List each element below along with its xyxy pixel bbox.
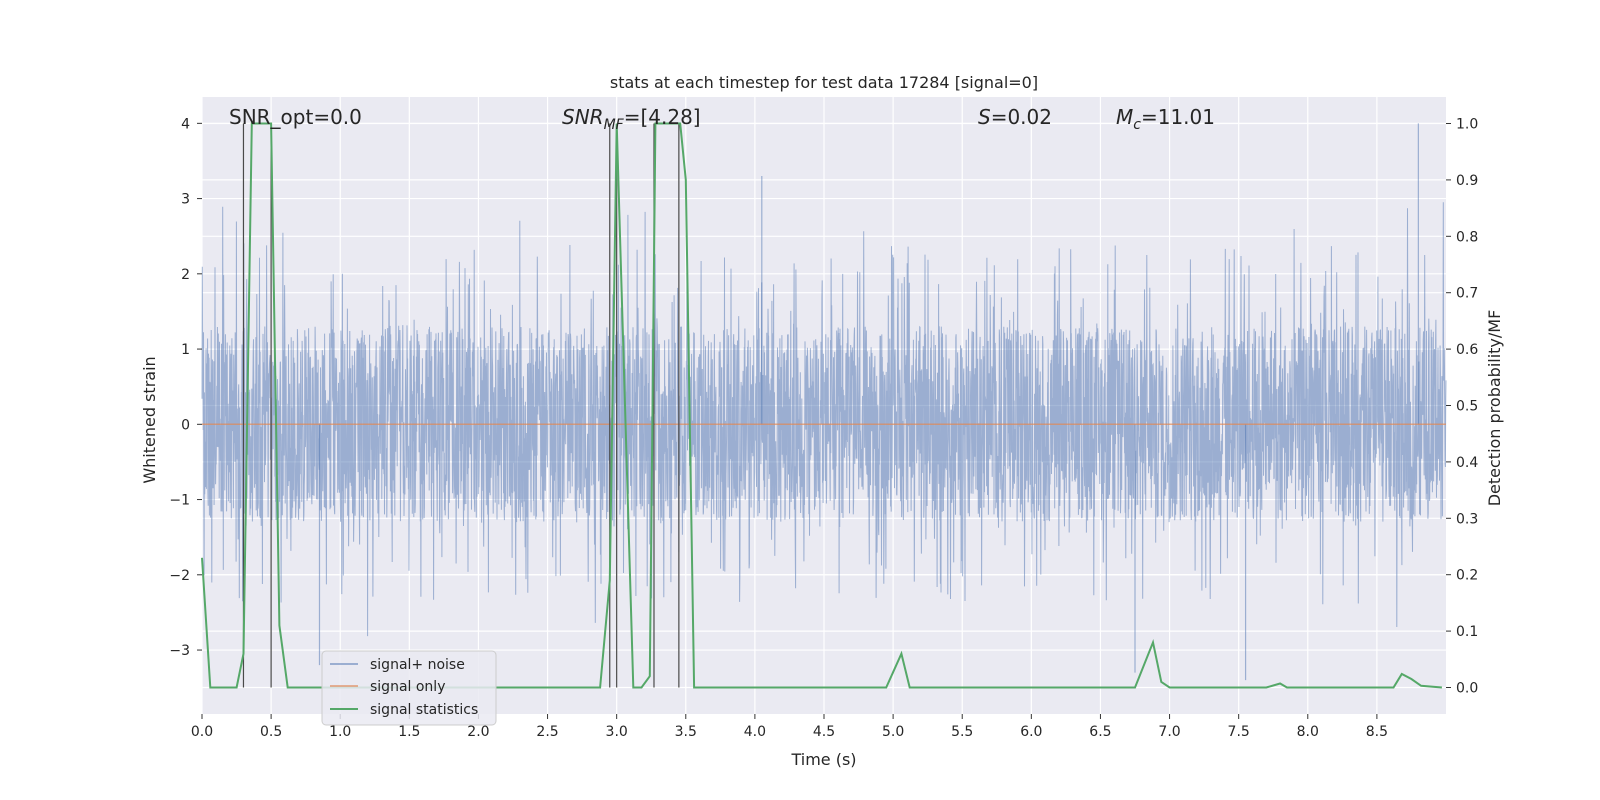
x-tick-label: 2.5 xyxy=(536,724,558,740)
x-tick-label: 0.0 xyxy=(191,724,213,740)
y2-tick-label: 0.3 xyxy=(1456,511,1478,527)
y-tick-label: 1 xyxy=(181,342,190,358)
y2-tick-label: 0.7 xyxy=(1456,286,1478,302)
y2-tick-label: 0.8 xyxy=(1456,229,1478,245)
annotation-mc-sub: c xyxy=(1133,117,1141,133)
annotation-mc-rest: =11.01 xyxy=(1141,105,1215,129)
x-tick-label: 0.5 xyxy=(260,724,282,740)
noise-line xyxy=(201,202,1447,637)
y2-tick-label: 0.0 xyxy=(1456,680,1478,696)
y2-tick-label: 0.6 xyxy=(1456,342,1478,358)
x-tick-label: 6.0 xyxy=(1020,724,1042,740)
annotation-mc: Mc=11.01 xyxy=(1116,105,1215,133)
x-tick-label: 1.5 xyxy=(398,724,420,740)
x-tick-label: 1.0 xyxy=(329,724,351,740)
x-tick-label: 6.5 xyxy=(1089,724,1111,740)
legend: signal+ noise signal only signal statist… xyxy=(321,650,497,726)
x-tick-label: 4.5 xyxy=(813,724,835,740)
y2-tick-label: 0.5 xyxy=(1456,399,1478,415)
y-tick-label: −1 xyxy=(169,493,190,509)
legend-label-noise: signal+ noise xyxy=(370,657,465,673)
y-tick-label: −2 xyxy=(169,568,190,584)
annotation-snr-mf: SNRMF=[4.28] xyxy=(562,105,701,133)
annotation-s-rest: =0.02 xyxy=(991,105,1052,129)
x-tick-label: 5.0 xyxy=(882,724,904,740)
x-tick-label: 2.0 xyxy=(467,724,489,740)
x-tick-label: 7.0 xyxy=(1158,724,1180,740)
x-axis-ticks: 0.0 0.5 1.0 1.5 2.0 2.5 3.0 3.5 4.0 4.5 5.0 5.5 6.0 6… xyxy=(191,714,1388,740)
x-tick-label: 4.0 xyxy=(744,724,766,740)
y-tick-label: 0 xyxy=(181,417,190,433)
y2-axis-label: Detection probability/MF xyxy=(1485,310,1504,507)
x-tick-label: 7.5 xyxy=(1228,724,1250,740)
legend-label-signal: signal only xyxy=(370,679,445,695)
y2-tick-label: 0.4 xyxy=(1456,455,1478,471)
signal-statistics-line xyxy=(201,122,1442,689)
y-tick-label: −3 xyxy=(169,643,190,659)
noise-series xyxy=(201,123,1447,681)
y2-tick-label: 0.9 xyxy=(1456,173,1478,189)
y2-tick-label: 1.0 xyxy=(1456,117,1478,133)
x-tick-label: 5.5 xyxy=(951,724,973,740)
annotation-s-main: S xyxy=(978,105,991,129)
x-tick-label: 3.5 xyxy=(675,724,697,740)
legend-label-stats: signal statistics xyxy=(370,702,478,718)
signal-statistics-series xyxy=(201,122,1442,689)
annotation-s: S=0.02 xyxy=(978,105,1052,129)
y-tick-label: 3 xyxy=(181,192,190,208)
noise-peaks xyxy=(318,123,1419,681)
annotation-mc-main: M xyxy=(1116,105,1133,129)
y2-tick-label: 0.2 xyxy=(1456,568,1478,584)
annotation-snr-opt: SNR_opt=0.0 xyxy=(229,105,362,129)
x-tick-label: 8.5 xyxy=(1366,724,1388,740)
y2-axis-ticks: 0.0 0.1 0.2 0.3 0.4 0.5 0.6 0.7 0.8 0.9 1.0 xyxy=(1446,117,1478,696)
chart-title: stats at each timestep for test data 172… xyxy=(610,73,1038,92)
x-axis-label: Time (s) xyxy=(790,750,856,769)
legend-box xyxy=(321,650,497,726)
annotation-snr-mf-sub: MF xyxy=(604,117,625,133)
x-tick-label: 8.0 xyxy=(1297,724,1319,740)
y2-tick-label: 0.1 xyxy=(1456,624,1478,640)
y-tick-label: 4 xyxy=(181,116,190,132)
y-tick-label: 2 xyxy=(181,267,190,283)
y-axis-label: Whitened strain xyxy=(140,356,159,483)
x-tick-label: 3.0 xyxy=(606,724,628,740)
y-axis-ticks: −3 −2 −1 0 1 2 3 4 xyxy=(169,116,202,659)
annotation-snr-mf-main: SNR xyxy=(562,105,604,129)
annotation-snr-mf-rest: =[4.28] xyxy=(624,105,701,129)
